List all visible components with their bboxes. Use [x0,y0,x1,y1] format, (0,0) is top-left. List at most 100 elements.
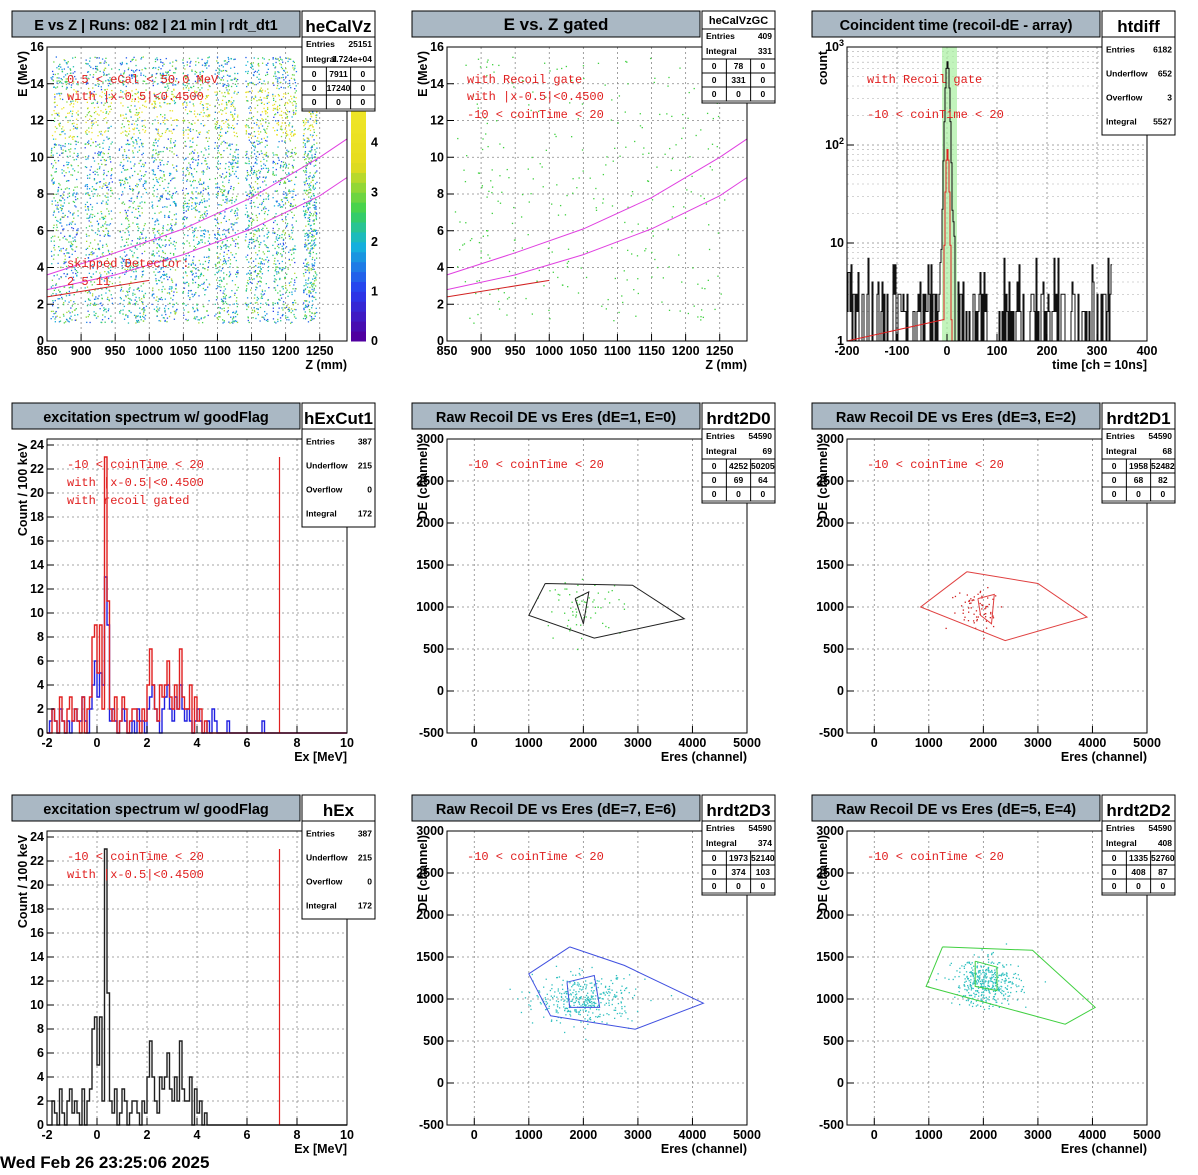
scatter-point [303,139,305,141]
scatter-point [294,147,297,149]
scatter-point [88,253,90,256]
scatter-point [100,86,102,88]
scatter-point [188,129,191,131]
scatter-point [164,239,167,241]
scatter-point [266,128,268,130]
scatter-point [92,74,95,76]
scatter-point [91,208,93,211]
scatter-point [188,89,190,91]
scatter-point [175,310,177,312]
scatter-point [293,188,295,191]
scatter-point [189,180,191,182]
scatter-point [102,147,104,149]
scatter-point [97,154,100,156]
scatter-point [66,80,68,83]
scatter-point [108,73,110,75]
scatter-point [287,57,289,59]
scatter-point [276,234,279,236]
scatter-point [209,104,211,106]
scatter-point [216,219,218,221]
scatter-point [56,219,58,222]
scatter-point [303,284,305,287]
scatter-point [174,72,176,74]
scatter-point [288,125,290,127]
scatter-point [142,267,144,269]
scatter-point [111,96,113,98]
scatter-point [161,180,164,182]
scatter-point [280,161,283,163]
scatter-point [196,304,198,306]
scatter-point [108,82,111,85]
scatter-point [60,250,62,252]
scatter-point [306,234,308,237]
scatter-point [247,72,249,75]
scatter-point [173,310,175,313]
scatter-point [123,318,126,320]
scatter-point [85,184,87,186]
x-tick-label: 900 [71,344,92,358]
scatter-point [246,194,248,197]
scatter-point [125,217,127,219]
scatter-point [248,277,251,279]
scatter-point [137,137,140,139]
scatter-point [280,126,282,128]
scatter-point [256,254,259,256]
scatter-point [218,262,221,264]
scatter-point [284,182,287,184]
scatter-point [245,154,247,157]
scatter-point [64,137,67,139]
scatter-point [65,295,68,297]
scatter-point [69,68,71,70]
scatter-point [155,77,157,79]
scatter-point [286,134,288,136]
scatter-point [156,129,158,131]
scatter-point [185,145,187,147]
scatter-point [87,310,89,312]
scatter-point [275,58,277,60]
scatter-point [185,157,187,159]
scatter-point [108,79,110,82]
scatter-point [142,185,144,187]
scatter-point [157,271,159,273]
scatter-point [122,201,124,203]
scatter-point [77,141,79,143]
scatter-point [182,290,185,293]
scatter-point [206,163,208,165]
scatter-point [218,311,220,313]
scatter-point [246,308,248,311]
scatter-point [218,127,220,129]
scatter-point [255,230,257,232]
scatter-point [235,253,237,255]
scatter-point [173,167,175,169]
scatter-point [312,187,314,189]
scatter-point [158,66,160,68]
scatter-point [76,126,79,129]
scatter-point [229,75,231,77]
scatter-point [186,319,188,322]
scatter-point [217,318,219,321]
scatter-point [68,287,70,289]
scatter-point [122,80,124,82]
scatter-point [314,296,316,299]
scatter-point [208,242,211,245]
scatter-point [134,299,136,301]
scatter-point [56,93,58,95]
scatter-point [260,160,262,163]
scatter-point [191,205,193,207]
scatter-point [225,87,227,89]
scatter-point [204,188,207,190]
scatter-point [50,310,53,313]
scatter-point [153,293,155,295]
scatter-point [139,132,141,134]
scatter-point [257,281,260,283]
scatter-point [265,184,267,186]
scatter-point [293,308,296,311]
scatter-point [106,273,108,275]
scatter-point [123,245,125,248]
scatter-point [68,223,70,226]
scatter-point [100,321,102,324]
scatter-point [137,101,140,103]
scatter-point [236,207,238,210]
scatter-point [236,271,238,273]
scatter-point [199,216,201,219]
